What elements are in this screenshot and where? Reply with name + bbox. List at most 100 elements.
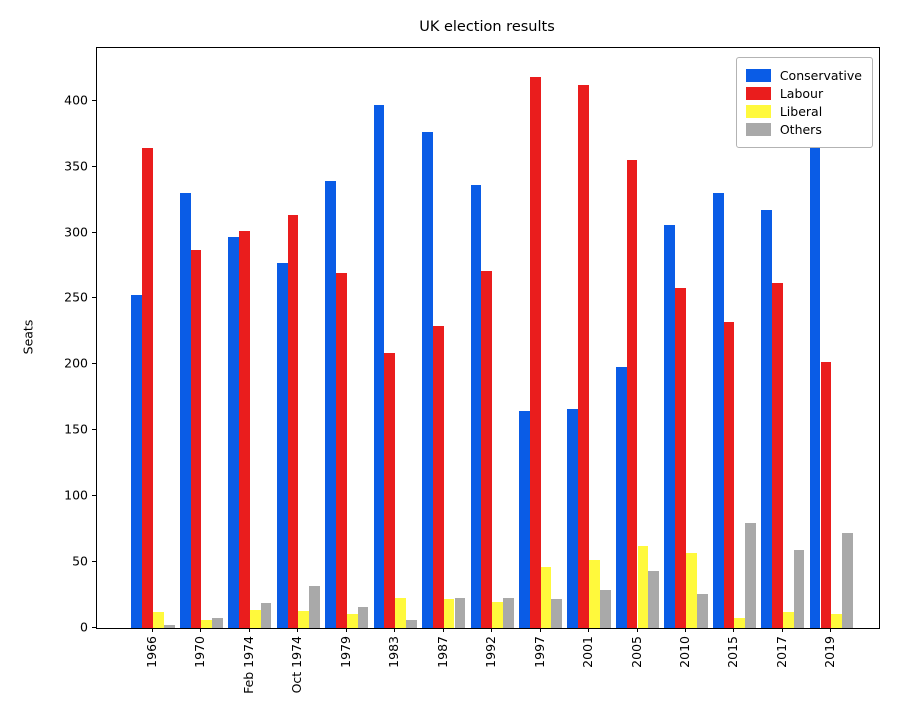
bar-others-1983 [406,620,417,628]
bar-labour-1979 [336,273,347,628]
bar-conservative-oct-1974 [276,262,288,628]
y-axis-label: Seats [20,319,36,355]
bar-liberal-1983 [395,597,407,628]
bar-conservative-2017 [761,210,773,628]
x-tick-label-2017: 2017 [773,636,789,668]
x-tick-mark [345,628,347,632]
bar-labour-2001 [578,84,590,628]
bar-conservative-2015 [712,193,724,628]
bar-liberal-2015 [734,617,746,628]
bar-conservative-2001 [567,409,579,628]
bar-liberal-2005 [637,546,649,628]
bar-labour-oct-1974 [287,215,299,628]
x-tick-mark [442,628,444,632]
legend-entry-conservative: Conservative [745,68,862,83]
legend-entry-liberal: Liberal [745,104,862,119]
bar-conservative-1997 [519,410,530,628]
bar-liberal-1970 [201,620,213,628]
bar-others-2010 [696,593,708,628]
bar-liberal-1997 [540,567,552,628]
x-tick-mark [636,628,638,632]
bar-liberal-1979 [346,613,358,628]
bar-others-1970 [212,617,224,628]
x-tick-label-2005: 2005 [628,636,644,668]
x-tick-label-1970: 1970 [192,636,208,668]
bar-labour-2005 [626,160,638,628]
x-tick-label-2010: 2010 [676,636,692,668]
bar-liberal-2010 [686,552,697,628]
x-tick-mark [297,628,299,632]
legend-swatch-conservative [745,69,771,82]
y-tick-mark [92,627,96,628]
bar-others-2015 [745,522,756,628]
legend-swatch-labour [745,87,771,100]
y-tick-label-300: 300 [64,224,88,240]
x-tick-mark [684,628,686,632]
y-tick-label-250: 250 [64,289,88,305]
y-tick-mark [92,561,96,563]
legend-swatch-others [745,123,771,136]
y-tick-label-200: 200 [64,355,88,371]
bar-liberal-2019 [831,613,843,628]
bar-others-2019 [842,533,853,628]
bar-others-2001 [599,589,611,628]
bar-labour-1966 [142,148,153,628]
legend-label-conservative: Conservative [779,68,862,83]
bar-liberal-oct-1974 [298,610,310,628]
x-tick-label-2019: 2019 [822,636,838,668]
x-tick-label-2015: 2015 [725,636,741,668]
y-tick-mark [92,297,96,299]
bar-conservative-2005 [615,367,627,628]
bar-labour-2015 [723,322,735,628]
legend-entry-labour: Labour [745,86,862,101]
y-tick-label-400: 400 [64,92,88,108]
bar-others-oct-1974 [309,585,320,628]
bar-conservative-1966 [131,294,143,628]
bar-liberal-2001 [589,559,600,628]
plot-area: Conservative Labour Liberal Others [96,47,880,629]
bar-others-1992 [503,597,514,628]
bar-labour-1987 [432,326,444,628]
legend-label-others: Others [779,122,822,137]
x-tick-mark [588,628,590,632]
x-tick-label-feb-1974: Feb 1974 [240,636,256,694]
y-tick-mark [92,429,96,431]
bar-conservative-1979 [325,181,336,628]
y-tick-mark [92,495,96,497]
y-tick-mark [92,231,96,233]
x-tick-label-1987: 1987 [434,636,450,668]
bar-conservative-feb-1974 [228,236,240,628]
x-tick-mark [830,628,832,632]
x-tick-mark [394,628,396,632]
bar-labour-2019 [820,361,832,628]
y-tick-label-100: 100 [64,487,88,503]
bar-others-1987 [454,597,466,628]
x-tick-mark [248,628,250,632]
bar-others-2017 [793,550,805,628]
x-tick-mark [491,628,493,632]
bar-labour-1992 [481,270,493,628]
bar-labour-1997 [529,77,541,628]
bar-liberal-feb-1974 [249,609,261,628]
y-tick-mark [92,363,96,365]
x-tick-mark [781,628,783,632]
legend-swatch-liberal [745,105,771,118]
bar-conservative-1992 [470,185,482,628]
y-tick-label-350: 350 [64,158,88,174]
x-tick-label-1979: 1979 [337,636,353,668]
y-tick-mark [92,99,96,101]
x-tick-label-1966: 1966 [144,636,159,668]
legend-label-liberal: Liberal [779,104,823,119]
bar-others-2005 [648,571,660,628]
y-tick-label-50: 50 [72,553,88,569]
legend: Conservative Labour Liberal Others [735,57,873,148]
bar-conservative-1983 [373,104,385,628]
x-tick-mark [200,628,202,632]
bar-liberal-1992 [492,601,503,628]
bar-conservative-2019 [809,146,821,628]
chart-title: UK election results [419,19,555,35]
bar-others-1979 [357,606,369,628]
x-tick-label-1997: 1997 [531,636,547,668]
x-tick-mark [539,628,541,632]
